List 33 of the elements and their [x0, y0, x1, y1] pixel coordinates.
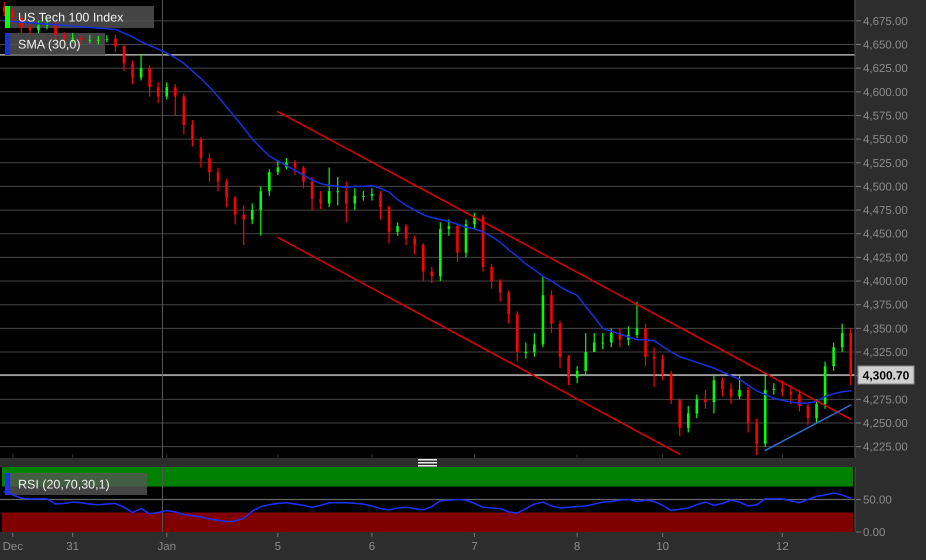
y-tick-label: 0.00	[863, 527, 886, 539]
y-tick-label: 4,275.00	[863, 394, 908, 406]
y-tick-label: 4,450.00	[863, 228, 908, 241]
x-tick-label: 31	[66, 541, 80, 553]
y-tick-label: 4,250.00	[863, 418, 908, 430]
y-tick-label: 4,375.00	[863, 300, 908, 312]
y-tick-label: 4,625.00	[863, 63, 908, 76]
y-tick-label: 4,400.00	[863, 276, 908, 288]
legend-label: RSI (20,70,30,1)	[18, 478, 110, 492]
x-tick-label: 12	[776, 541, 789, 553]
y-tick-label: 4,550.00	[863, 134, 908, 146]
x-tick-label: 5	[274, 541, 282, 553]
x-tick-label: 10	[656, 541, 670, 553]
y-tick-label: 4,575.00	[863, 110, 908, 122]
y-tick-label: 4,325.00	[863, 347, 908, 360]
y-tick-label: 4,525.00	[863, 158, 908, 170]
legend-label: SMA (30,0)	[18, 38, 81, 52]
y-tick-label: 4,350.00	[863, 323, 908, 336]
x-tick-label: 7	[471, 541, 478, 553]
x-tick-label: 8	[574, 541, 580, 553]
ref-line-label: 4,300.70	[862, 368, 910, 383]
y-tick-label: 4,675.00	[863, 16, 908, 28]
x-tick-label: Dec	[2, 541, 24, 553]
x-tick-label: 6	[368, 541, 376, 553]
y-tick-label: 4,650.00	[863, 39, 908, 52]
y-tick-label: 4,475.00	[863, 205, 908, 218]
x-tick-label: Jan	[157, 541, 176, 553]
y-tick-label: 4,225.00	[863, 442, 908, 454]
y-tick-label: 4,600.00	[863, 86, 908, 99]
y-tick-label: 4,500.00	[863, 181, 908, 194]
y-tick-label: 50.00	[863, 494, 892, 506]
y-tick-label: 4,425.00	[863, 252, 908, 264]
legend-label: US Tech 100 Index	[18, 10, 124, 24]
